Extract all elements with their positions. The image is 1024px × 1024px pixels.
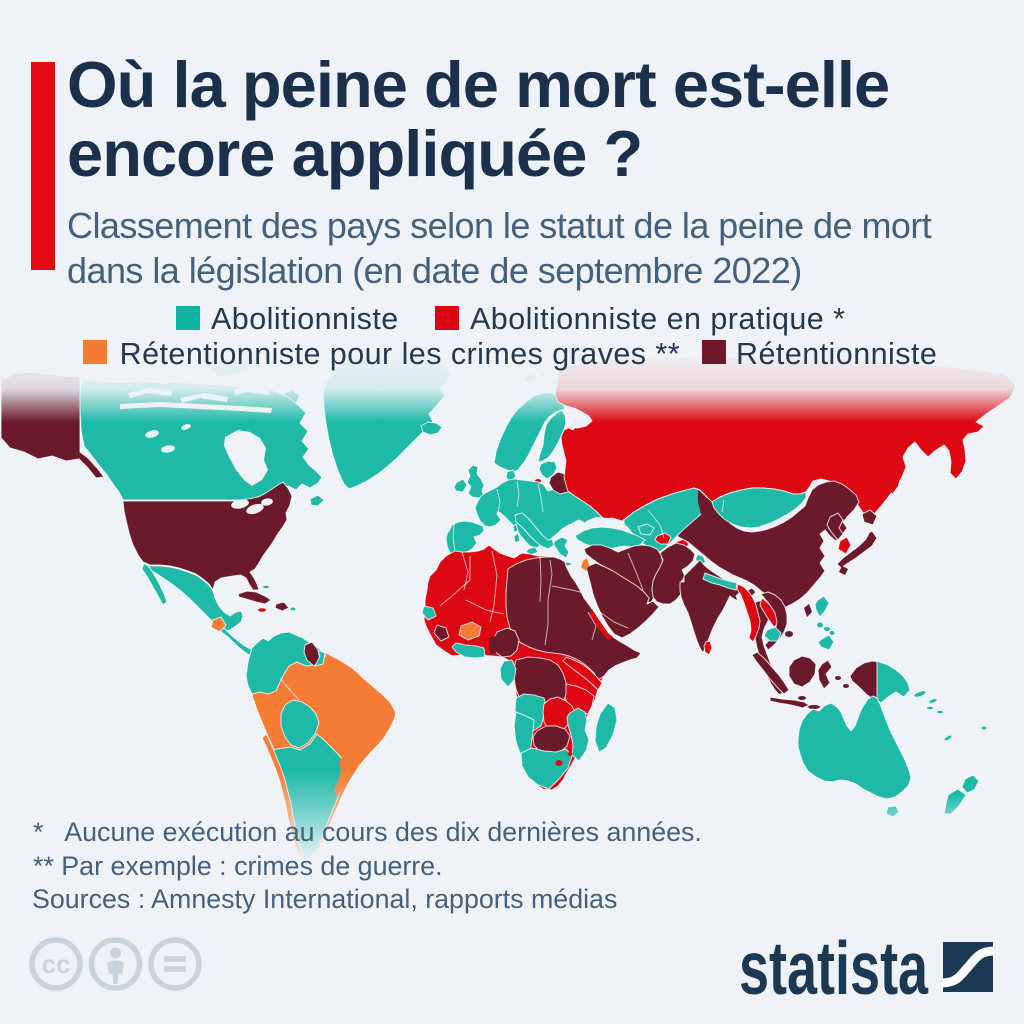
svg-text:cc: cc bbox=[42, 949, 71, 979]
